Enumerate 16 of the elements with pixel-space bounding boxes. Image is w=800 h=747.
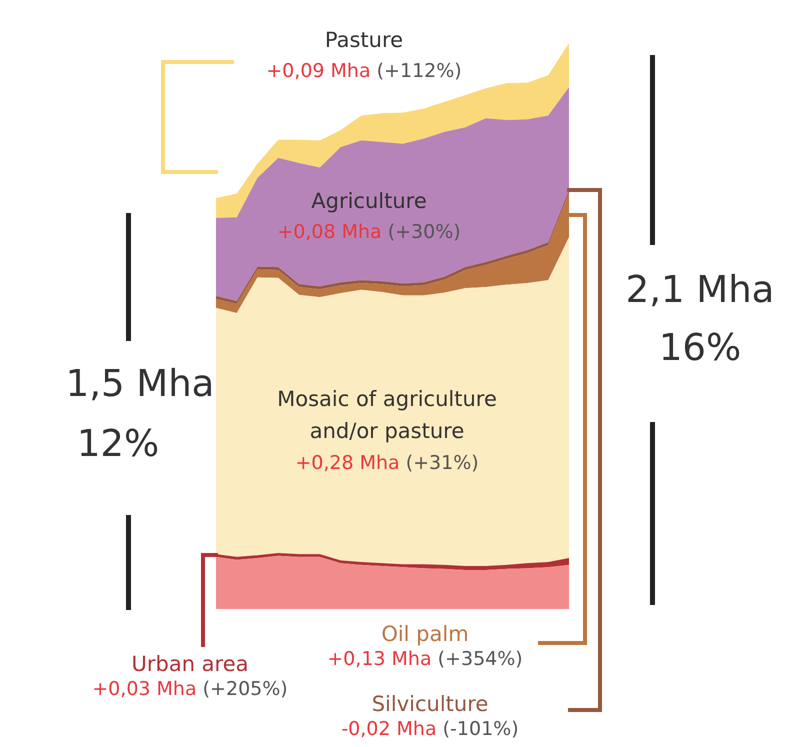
text: -0,02 Mha (-101%) <box>341 718 519 740</box>
text: 16% <box>658 326 742 369</box>
text: 2,1 Mha <box>624 268 776 311</box>
annotation: +0,09 Mha (+112%) <box>266 60 462 82</box>
text: 1,5 Mha <box>64 362 216 405</box>
series-label: Agriculture <box>311 189 427 213</box>
text: Urban area <box>131 652 249 676</box>
text: +0,13 Mha (+354%) <box>327 648 523 670</box>
annotation: +0,08 Mha (+30%) <box>277 221 461 243</box>
text: Oil palm <box>381 622 469 646</box>
series-label: Mosaic of agriculture and/or pasture <box>277 387 497 443</box>
text: Pasture <box>324 28 404 52</box>
text: +0,03 Mha (+205%) <box>92 678 288 700</box>
text: Silviculture <box>372 692 488 716</box>
annotation: +0,28 Mha (+31%) <box>295 452 479 474</box>
text: 12% <box>76 422 160 465</box>
